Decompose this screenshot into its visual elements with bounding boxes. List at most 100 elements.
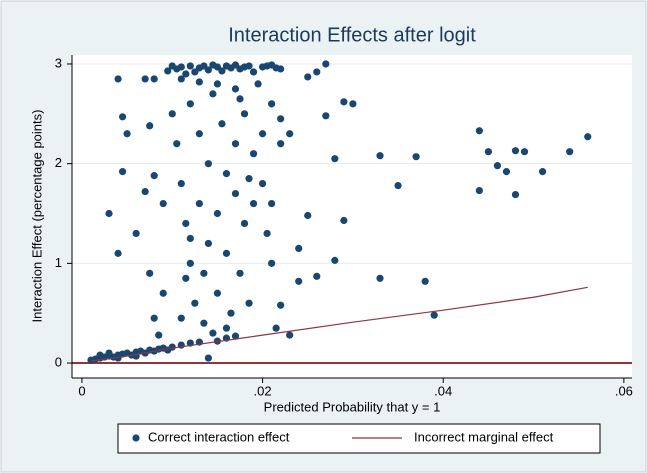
scatter-point [123, 130, 131, 138]
scatter-point [141, 187, 149, 196]
scatter-point [520, 148, 529, 156]
scatter-point [277, 65, 285, 73]
plot-area [72, 55, 632, 378]
scatter-point [376, 274, 384, 282]
scatter-point [168, 343, 176, 351]
scatter-point [268, 100, 276, 108]
scatter-point [245, 175, 253, 183]
scatter-point [213, 209, 222, 218]
y-tick-label: 0 [55, 354, 62, 369]
scatter-point [182, 219, 190, 228]
scatter-point [155, 331, 163, 339]
scatter-point [222, 324, 231, 332]
scatter-point [430, 311, 438, 319]
scatter-point [277, 115, 285, 123]
scatter-point [493, 162, 502, 170]
scatter-point [186, 62, 194, 70]
scatter-point [295, 277, 303, 285]
scatter-point [231, 189, 240, 198]
legend-items: Correct interaction effect Incorrect marg… [132, 429, 554, 444]
scatter-point [240, 219, 249, 228]
scatter-point [421, 277, 429, 285]
scatter-point [182, 70, 190, 78]
scatter-point [177, 314, 185, 322]
scatter-point [331, 155, 339, 163]
scatter-point [195, 130, 203, 138]
scatter-point [349, 100, 357, 108]
chart-title: Interaction Effects after logit [228, 24, 476, 46]
scatter-point [195, 78, 203, 86]
scatter-point [272, 324, 280, 332]
scatter-point [114, 249, 122, 257]
scatter-point [268, 199, 276, 208]
scatter-point [236, 269, 244, 277]
scatter-point [475, 127, 483, 135]
scatter-point [118, 168, 127, 176]
scatter-point [209, 90, 217, 98]
scatter-point [141, 75, 149, 83]
scatter-point [209, 329, 217, 337]
x-tick-label: .06 [615, 383, 633, 398]
scatter-point [150, 172, 158, 180]
y-tick-label: 1 [55, 255, 62, 270]
scatter-point [511, 147, 520, 155]
scatter-point [191, 299, 199, 307]
scatter-point [164, 67, 172, 75]
scatter-point [213, 289, 222, 297]
scatter-point [218, 120, 226, 128]
scatter-point [204, 160, 212, 168]
scatter-point [340, 216, 348, 225]
scatter-point [249, 199, 258, 208]
scatter-point [394, 181, 402, 190]
scatter-point [114, 75, 122, 83]
scatter-point [96, 351, 104, 359]
scatter-point [277, 140, 285, 148]
scatter-point [177, 63, 185, 71]
scatter-point [277, 301, 285, 309]
scatter-point [254, 80, 262, 88]
y-axis-title: Interaction Effect (percentage points) [29, 110, 44, 323]
x-tick-label: .04 [434, 383, 452, 398]
scatter-point [304, 211, 312, 220]
scatter-point [159, 199, 167, 208]
scatter-point [566, 148, 574, 156]
scatter-point [150, 75, 158, 83]
x-axis-title: Predicted Probability that y = 1 [264, 399, 441, 414]
scatter-point [195, 199, 203, 208]
scatter-point [240, 110, 249, 118]
scatter-point [132, 229, 140, 238]
scatter-point [213, 80, 222, 88]
scatter-point [177, 180, 185, 188]
scatter-point [295, 244, 303, 253]
scatter-point [231, 140, 240, 148]
scatter-point [412, 153, 420, 161]
scatter-point [105, 349, 113, 357]
scatter-point [204, 239, 212, 248]
scatter-point [200, 269, 208, 277]
scatter-point [313, 68, 321, 76]
scatter-point [245, 299, 253, 307]
scatter-point [340, 98, 348, 106]
grid: 0 1 2 3 0 .02 .04 .06 [55, 55, 633, 398]
scatter-point [168, 110, 176, 118]
line [90, 286, 588, 362]
scatter-point [186, 234, 194, 243]
scatter-point [182, 274, 190, 282]
scatter-point [236, 95, 244, 103]
scatter-point [118, 113, 127, 121]
legend-label: Correct interaction effect [148, 429, 290, 444]
scatter-point [268, 259, 276, 267]
scatter-point [105, 209, 113, 218]
scatter-point [584, 133, 592, 141]
scatter-point [231, 85, 240, 93]
scatter-point [249, 68, 258, 76]
scatter-point [150, 314, 158, 322]
scatter-point [200, 319, 208, 327]
marks [72, 60, 632, 365]
scatter-point [286, 331, 294, 339]
scatter-point [376, 152, 384, 160]
scatter-point [204, 66, 212, 74]
scatter-point [218, 67, 226, 75]
